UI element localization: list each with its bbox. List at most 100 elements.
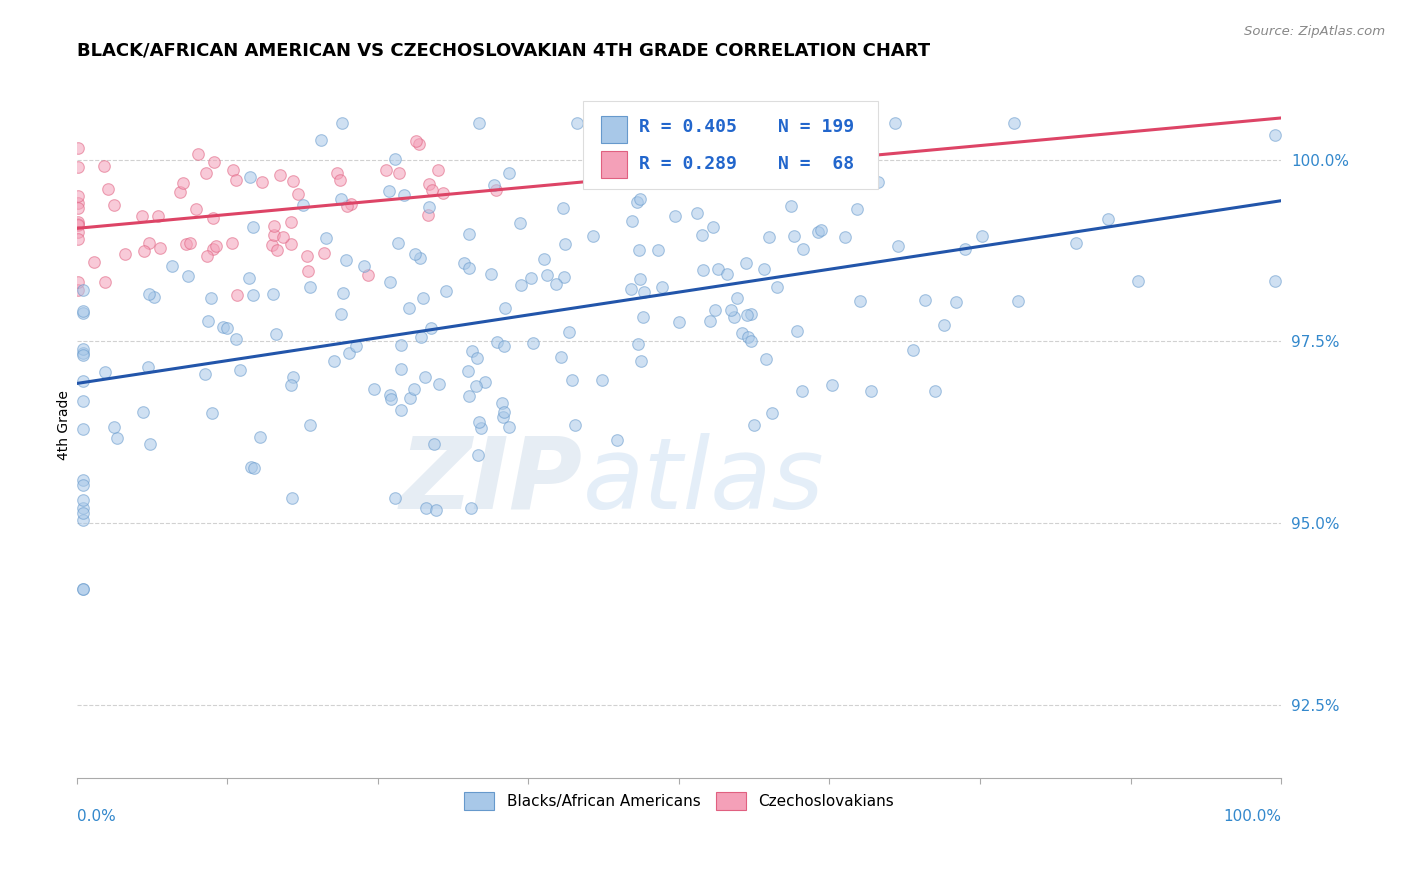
- Point: [66, 283, 89, 297]
- Point: [202, 154, 225, 169]
- Point: [384, 152, 406, 166]
- Point: [565, 116, 588, 130]
- Point: [458, 388, 481, 402]
- Point: [1007, 293, 1029, 308]
- Point: [186, 202, 208, 216]
- Point: [66, 218, 89, 232]
- Point: [201, 405, 224, 419]
- Point: [114, 246, 136, 260]
- Point: [66, 232, 89, 246]
- Point: [690, 227, 713, 242]
- Point: [427, 376, 450, 391]
- Point: [353, 259, 375, 273]
- Point: [389, 402, 412, 417]
- Point: [72, 500, 94, 515]
- Point: [716, 267, 738, 281]
- Point: [647, 243, 669, 257]
- Point: [72, 304, 94, 318]
- Point: [200, 292, 222, 306]
- Point: [780, 199, 803, 213]
- Point: [510, 277, 533, 292]
- Point: [66, 160, 89, 174]
- Point: [269, 168, 291, 182]
- Point: [195, 249, 218, 263]
- Point: [388, 166, 411, 180]
- Point: [633, 285, 655, 299]
- Point: [363, 382, 385, 396]
- Point: [754, 261, 776, 276]
- Point: [561, 373, 583, 387]
- Point: [699, 314, 721, 328]
- Point: [725, 291, 748, 305]
- Point: [554, 236, 576, 251]
- Point: [226, 288, 249, 302]
- Point: [763, 130, 786, 145]
- Point: [491, 395, 513, 409]
- Point: [336, 199, 359, 213]
- Point: [1126, 274, 1149, 288]
- Point: [1064, 235, 1087, 250]
- Point: [380, 275, 402, 289]
- Point: [225, 332, 247, 346]
- Point: [389, 361, 412, 376]
- Point: [378, 387, 401, 401]
- Point: [299, 418, 322, 433]
- Point: [197, 314, 219, 328]
- Point: [621, 214, 644, 228]
- Point: [845, 202, 868, 217]
- Y-axis label: 4th Grade: 4th Grade: [58, 390, 72, 460]
- Point: [550, 350, 572, 364]
- Point: [731, 326, 754, 340]
- Point: [792, 242, 814, 256]
- Point: [485, 183, 508, 197]
- Point: [582, 229, 605, 244]
- Point: [720, 302, 742, 317]
- Point: [707, 262, 730, 277]
- Text: Source: ZipAtlas.com: Source: ZipAtlas.com: [1244, 25, 1385, 38]
- Point: [492, 410, 515, 425]
- Point: [419, 320, 441, 334]
- Point: [723, 310, 745, 325]
- Point: [250, 174, 273, 188]
- Point: [413, 369, 436, 384]
- Point: [564, 418, 586, 433]
- Point: [627, 336, 650, 351]
- Point: [335, 252, 357, 267]
- Point: [138, 437, 160, 451]
- Point: [914, 293, 936, 308]
- Point: [606, 433, 628, 447]
- Point: [464, 378, 486, 392]
- Point: [558, 325, 581, 339]
- Point: [628, 271, 651, 285]
- Point: [72, 343, 94, 357]
- Point: [378, 185, 401, 199]
- Point: [340, 196, 363, 211]
- Point: [72, 345, 94, 359]
- Point: [202, 211, 225, 225]
- Point: [1264, 274, 1286, 288]
- Point: [482, 178, 505, 192]
- Point: [330, 192, 353, 206]
- Point: [628, 192, 651, 206]
- Point: [884, 116, 907, 130]
- Point: [179, 235, 201, 250]
- Point: [520, 270, 543, 285]
- Point: [972, 229, 994, 244]
- Point: [546, 277, 568, 291]
- Point: [94, 275, 117, 289]
- Point: [408, 136, 430, 151]
- Point: [686, 206, 709, 220]
- Point: [766, 280, 789, 294]
- Point: [295, 249, 318, 263]
- Point: [299, 280, 322, 294]
- Point: [807, 225, 830, 239]
- Point: [264, 327, 287, 342]
- Point: [72, 422, 94, 436]
- Point: [423, 437, 446, 451]
- Point: [668, 315, 690, 329]
- Point: [312, 246, 335, 260]
- Point: [66, 201, 89, 215]
- Point: [146, 209, 169, 223]
- Point: [522, 335, 544, 350]
- FancyBboxPatch shape: [582, 101, 877, 189]
